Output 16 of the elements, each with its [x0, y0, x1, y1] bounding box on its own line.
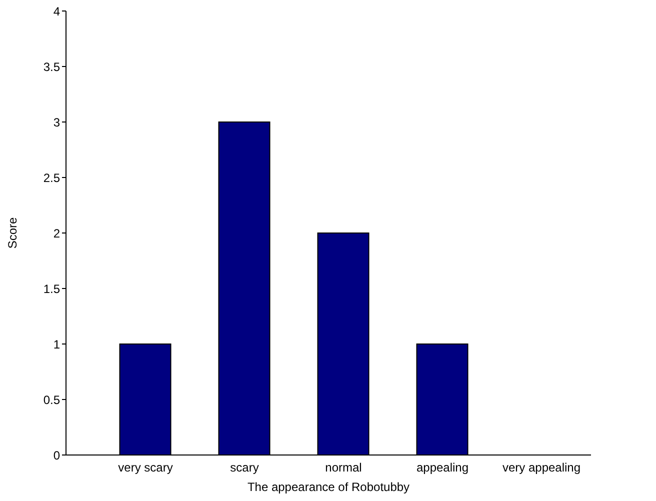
y-tick-label: 1.5	[43, 282, 60, 296]
y-tick-label: 3	[53, 115, 60, 130]
y-tick-label: 1	[53, 337, 60, 352]
x-tick-label: very scary	[118, 460, 173, 475]
x-tick-label: appealing	[416, 460, 469, 475]
y-tick-label: 0.5	[43, 392, 60, 407]
x-tick-label: very appealing	[502, 460, 581, 475]
y-axis-title: Score	[5, 217, 20, 249]
x-tick-label: scary	[230, 460, 259, 475]
x-tick-label: normal	[325, 460, 362, 475]
y-tick-label: 2.5	[43, 170, 60, 185]
x-axis-title: The appearance of Robotubby	[247, 480, 410, 494]
y-tick-label: 2	[53, 226, 60, 240]
y-tick-label: 3.5	[43, 60, 60, 74]
y-tick-label: 4	[53, 4, 60, 18]
y-tick-label: 0	[53, 448, 60, 462]
